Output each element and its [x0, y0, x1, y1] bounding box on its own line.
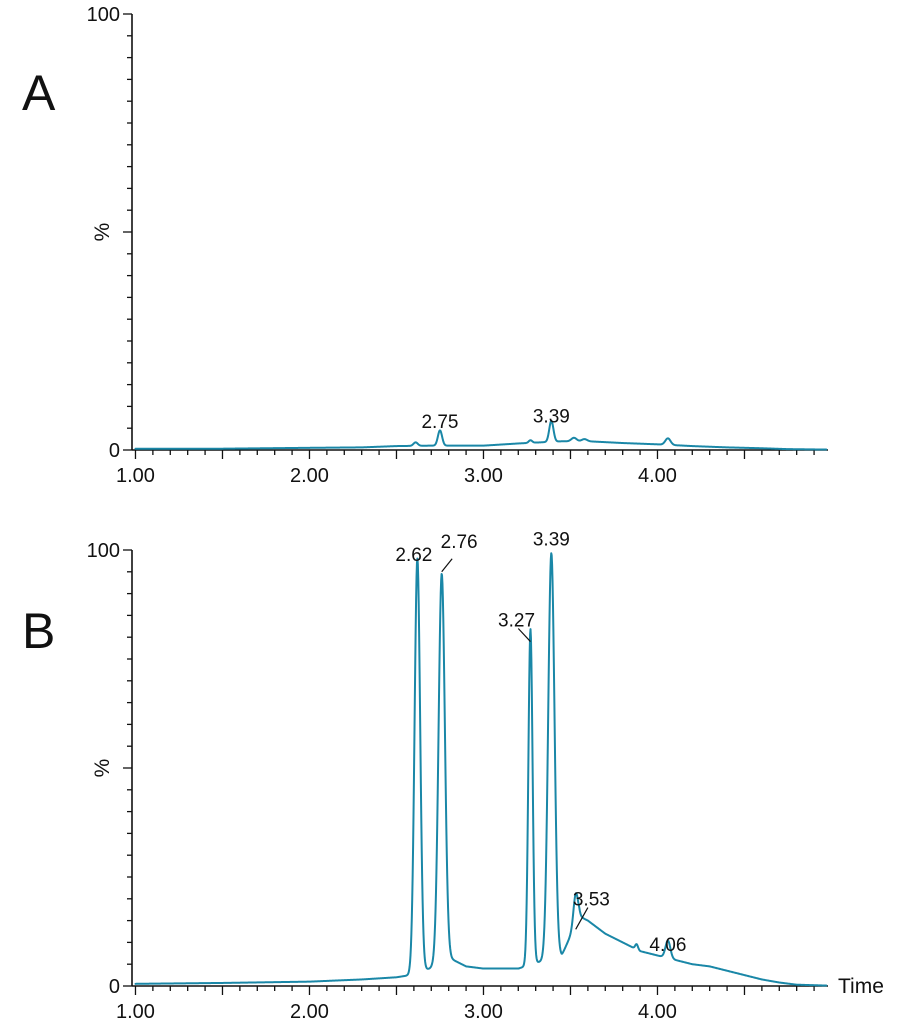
peak-label: 2.62: [395, 545, 432, 566]
x-tick-label: 1.00: [116, 465, 155, 487]
peak-label: 3.27: [498, 610, 535, 631]
x-tick-label: 2.00: [290, 465, 329, 487]
x-tick-label: 2.00: [290, 1001, 329, 1023]
panel-label: A: [22, 65, 56, 121]
chromatogram-a: A 0% 100 1.00 2.00 3.00 4.00 2.75 3.39: [22, 4, 828, 487]
peak-leader-line: [575, 907, 589, 930]
x-tick-label: 3.00: [464, 465, 503, 487]
peak-label: 3.53: [573, 889, 610, 910]
peak-label: 3.39: [533, 407, 570, 428]
peak-label: 2.75: [421, 412, 458, 433]
y-tick-label: 100: [87, 540, 120, 562]
chromatogram-trace: [134, 552, 828, 987]
peak-label: 4.06: [649, 935, 686, 956]
x-tick-label: 4.00: [638, 1001, 677, 1023]
chromatogram-b: B 0% 100 1.00 2.00 3.00 4.00 Time 2.62 2.76 3.27 3.…: [22, 530, 884, 1023]
peak-leader-line: [517, 628, 531, 642]
y-axis-label: %: [91, 759, 114, 778]
x-tick-label: 3.00: [464, 1001, 503, 1023]
chromatogram-trace: [134, 419, 828, 451]
y-tick-label: 0: [109, 440, 120, 462]
peak-label: 3.39: [533, 530, 570, 551]
x-tick-label: 4.00: [638, 465, 677, 487]
peak-label: 2.76: [441, 532, 478, 553]
panel-label: B: [22, 603, 55, 659]
x-tick-label: 1.00: [116, 1001, 155, 1023]
x-axis-label: Time: [838, 975, 884, 998]
peak-leader-line: [441, 558, 453, 573]
y-tick-label: 0: [109, 976, 120, 998]
y-axis-label: %: [91, 223, 114, 242]
y-tick-label: 100: [87, 4, 120, 26]
